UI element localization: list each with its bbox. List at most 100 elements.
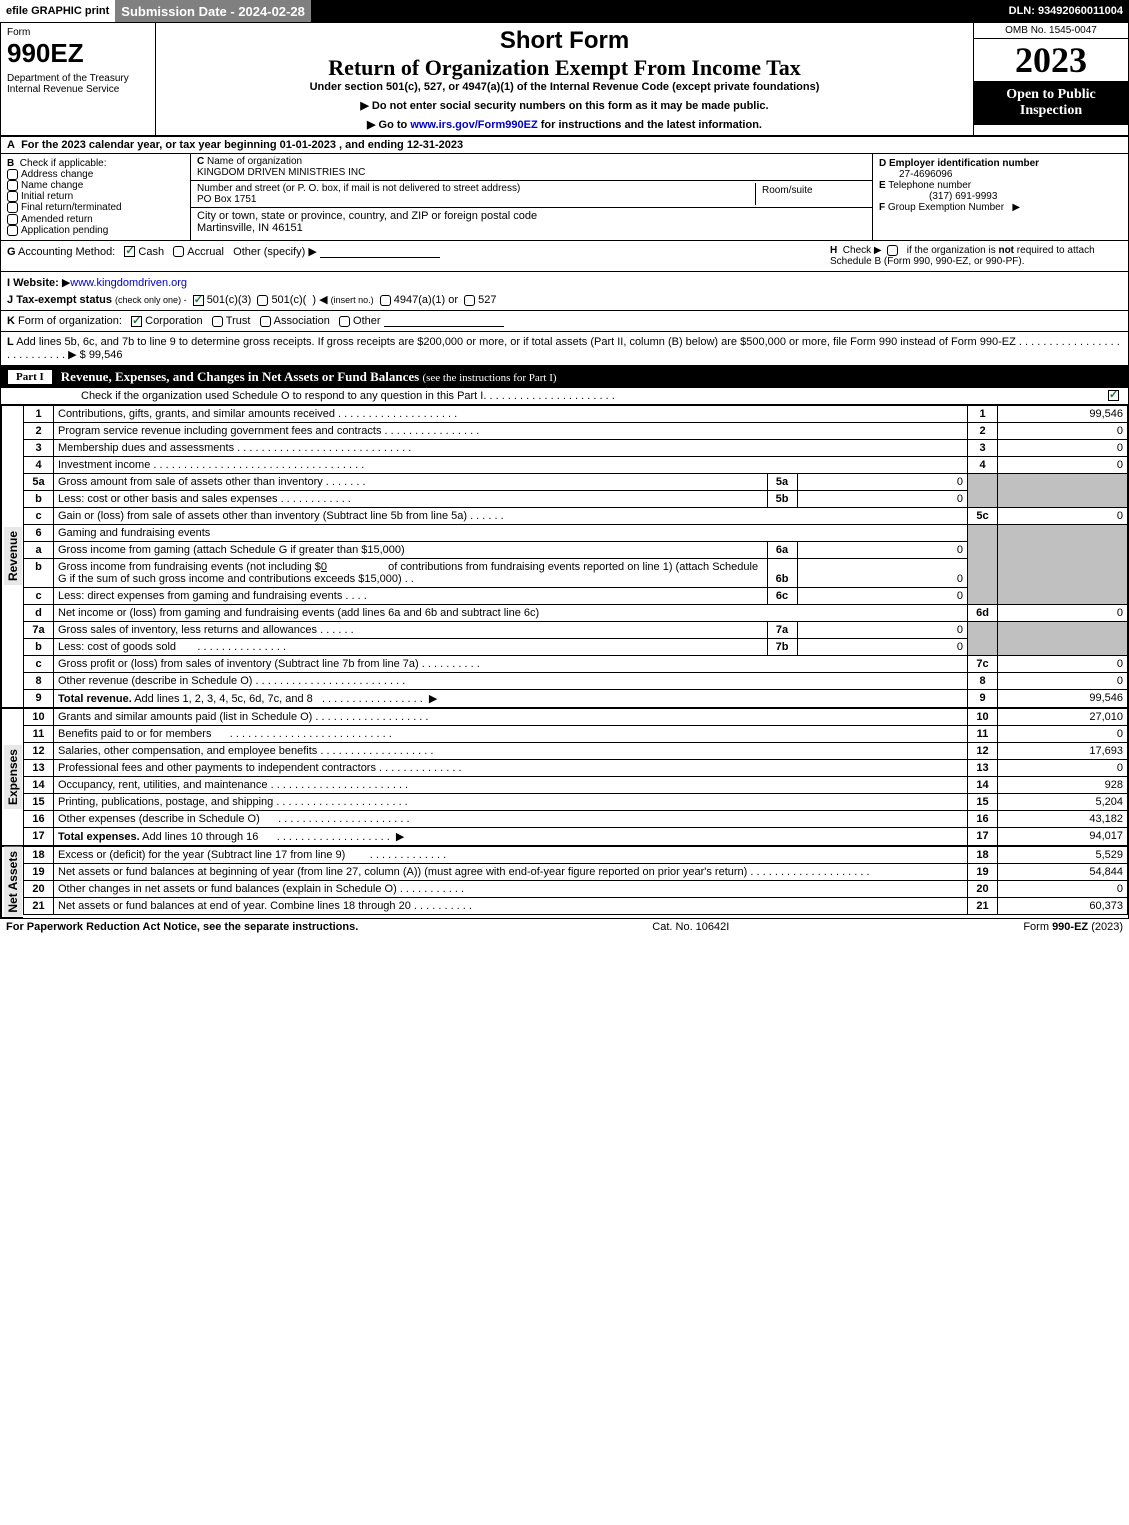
opt-amended-return: Amended return	[21, 214, 93, 225]
checkbox-application-pending[interactable]	[7, 225, 18, 236]
opt-final-return: Final return/terminated	[21, 203, 122, 214]
open-public-inspection: Open to Public Inspection	[974, 81, 1128, 125]
g-label: Accounting Method:	[18, 246, 115, 258]
checkbox-amended-return[interactable]	[7, 214, 18, 225]
row-gh: G Accounting Method: Cash Accrual Other …	[1, 241, 1128, 272]
row-a-tax-year: A For the 2023 calendar year, or tax yea…	[1, 137, 1128, 154]
section-bcdef: B Check if applicable: Address change Na…	[1, 154, 1128, 241]
col-def: D Employer identification number 27-4696…	[873, 154, 1128, 240]
line-1: 1Contributions, gifts, grants, and simil…	[24, 405, 1128, 422]
footer-form-ref: Form 990-EZ (2023)	[1023, 921, 1123, 933]
omb-number: OMB No. 1545-0047	[974, 23, 1128, 39]
checkbox-schedule-o-part1[interactable]	[1108, 390, 1119, 401]
line-17: 17Total expenses. Add lines 10 through 1…	[24, 827, 1128, 845]
checkbox-501c[interactable]	[257, 295, 268, 306]
line-14: 14Occupancy, rent, utilities, and mainte…	[24, 776, 1128, 793]
line-5c: cGain or (loss) from sale of assets othe…	[24, 507, 1128, 524]
h-pre: Check ▶	[843, 245, 882, 256]
d-label: Employer identification number	[889, 158, 1039, 169]
line-6b: bGross income from fundraising events (n…	[24, 558, 1128, 587]
irs-label: Internal Revenue Service	[7, 84, 149, 95]
col-c-org-info: C Name of organization KINGDOM DRIVEN MI…	[191, 154, 873, 240]
j-insert: (insert no.)	[331, 295, 374, 305]
form-number: 990EZ	[7, 38, 149, 69]
row-j-tax-exempt: J Tax-exempt status (check only one) - 5…	[1, 289, 1128, 311]
org-name: KINGDOM DRIVEN MINISTRIES INC	[197, 167, 365, 178]
expenses-table: 10Grants and similar amounts paid (list …	[23, 708, 1128, 846]
opt-application-pending: Application pending	[21, 225, 108, 236]
line-6: 6Gaming and fundraising events	[24, 524, 1128, 541]
website-link[interactable]: www.kingdomdriven.org	[70, 277, 187, 289]
line-8: 8Other revenue (describe in Schedule O) …	[24, 672, 1128, 689]
form-header: Form 990EZ Department of the Treasury In…	[1, 23, 1128, 137]
top-bar: efile GRAPHIC print Submission Date - 20…	[0, 0, 1129, 22]
g-accounting: G Accounting Method: Cash Accrual Other …	[7, 245, 822, 267]
checkbox-final-return[interactable]	[7, 202, 18, 213]
line-6c: cLess: direct expenses from gaming and f…	[24, 587, 1128, 604]
netassets-section: Net Assets 18Excess or (deficit) for the…	[1, 846, 1128, 918]
line-7c: cGross profit or (loss) from sales of in…	[24, 655, 1128, 672]
h-mid: if the organization is	[907, 245, 999, 256]
header-left: Form 990EZ Department of the Treasury In…	[1, 23, 156, 135]
g-other-blank[interactable]	[320, 246, 440, 258]
dln-number: DLN: 93492060011004	[1003, 0, 1129, 22]
checkbox-527[interactable]	[464, 295, 475, 306]
netassets-side-label: Net Assets	[1, 846, 23, 918]
checkbox-other-org[interactable]	[339, 316, 350, 327]
line-13: 13Professional fees and other payments t…	[24, 759, 1128, 776]
k-other-blank[interactable]	[384, 315, 504, 327]
footer-paperwork-notice: For Paperwork Reduction Act Notice, see …	[6, 921, 358, 933]
c-city-row: City or town, state or province, country…	[191, 208, 872, 236]
checkbox-accrual[interactable]	[173, 246, 184, 257]
j-501c3: 501(c)(3)	[207, 294, 252, 306]
part1-label: Part I	[7, 369, 53, 385]
opt-initial-return: Initial return	[21, 191, 73, 202]
checkbox-501c3[interactable]	[193, 295, 204, 306]
note-ssn-text: Do not enter social security numbers on …	[372, 100, 769, 112]
line-20: 20Other changes in net assets or fund ba…	[24, 880, 1128, 897]
checkbox-initial-return[interactable]	[7, 191, 18, 202]
checkbox-4947[interactable]	[380, 295, 391, 306]
note-goto-pre: Go to	[379, 119, 411, 131]
header-right: OMB No. 1545-0047 2023 Open to Public In…	[973, 23, 1128, 135]
h-schedule-b: H Check ▶ if the organization is not req…	[822, 245, 1122, 267]
j-label: Tax-exempt status	[16, 294, 112, 306]
j-501c-close: )	[312, 294, 316, 306]
row-l-gross-receipts: L Add lines 5b, 6c, and 7b to line 9 to …	[1, 332, 1128, 366]
checkbox-trust[interactable]	[212, 316, 223, 327]
line-9: 9Total revenue. Add lines 1, 2, 3, 4, 5c…	[24, 689, 1128, 707]
ein-value: 27-4696096	[879, 169, 952, 180]
line-11: 11Benefits paid to or for members . . . …	[24, 725, 1128, 742]
checkbox-cash[interactable]	[124, 246, 135, 257]
line-6d: dNet income or (loss) from gaming and fu…	[24, 604, 1128, 621]
g-accrual: Accrual	[187, 246, 224, 258]
checkbox-schedule-b[interactable]	[887, 245, 898, 256]
header-center: Short Form Return of Organization Exempt…	[156, 23, 973, 135]
line-5a: 5aGross amount from sale of assets other…	[24, 473, 1128, 490]
title-main: Return of Organization Exempt From Incom…	[162, 55, 967, 81]
revenue-section: Revenue 1Contributions, gifts, grants, a…	[1, 405, 1128, 708]
efile-graphic-label[interactable]: efile GRAPHIC print	[0, 0, 115, 22]
part1-check-text: Check if the organization used Schedule …	[81, 390, 483, 402]
row-k-form-org: K Form of organization: Corporation Trus…	[1, 311, 1128, 332]
part1-title: Revenue, Expenses, and Changes in Net As…	[61, 369, 557, 385]
checkbox-name-change[interactable]	[7, 180, 18, 191]
c-name-row: C Name of organization KINGDOM DRIVEN MI…	[191, 154, 872, 181]
line-19: 19Net assets or fund balances at beginni…	[24, 863, 1128, 880]
line-12: 12Salaries, other compensation, and empl…	[24, 742, 1128, 759]
c-city-label: City or town, state or province, country…	[197, 210, 537, 222]
row-i-website: I Website: ▶www.kingdomdriven.org	[1, 272, 1128, 289]
f-label: Group Exemption Number	[888, 202, 1004, 213]
checkbox-association[interactable]	[260, 316, 271, 327]
k-assoc: Association	[274, 315, 330, 327]
irs-link[interactable]: www.irs.gov/Form990EZ	[410, 119, 537, 131]
part1-check-note: Check if the organization used Schedule …	[1, 388, 1128, 405]
line-16: 16Other expenses (describe in Schedule O…	[24, 810, 1128, 827]
line-21: 21Net assets or fund balances at end of …	[24, 897, 1128, 914]
title-subtitle: Under section 501(c), 527, or 4947(a)(1)…	[162, 81, 967, 93]
line-2: 2Program service revenue including gover…	[24, 422, 1128, 439]
checkbox-corporation[interactable]	[131, 316, 142, 327]
l-text: Add lines 5b, 6c, and 7b to line 9 to de…	[16, 336, 1016, 348]
checkbox-address-change[interactable]	[7, 169, 18, 180]
footer: For Paperwork Reduction Act Notice, see …	[0, 919, 1129, 935]
